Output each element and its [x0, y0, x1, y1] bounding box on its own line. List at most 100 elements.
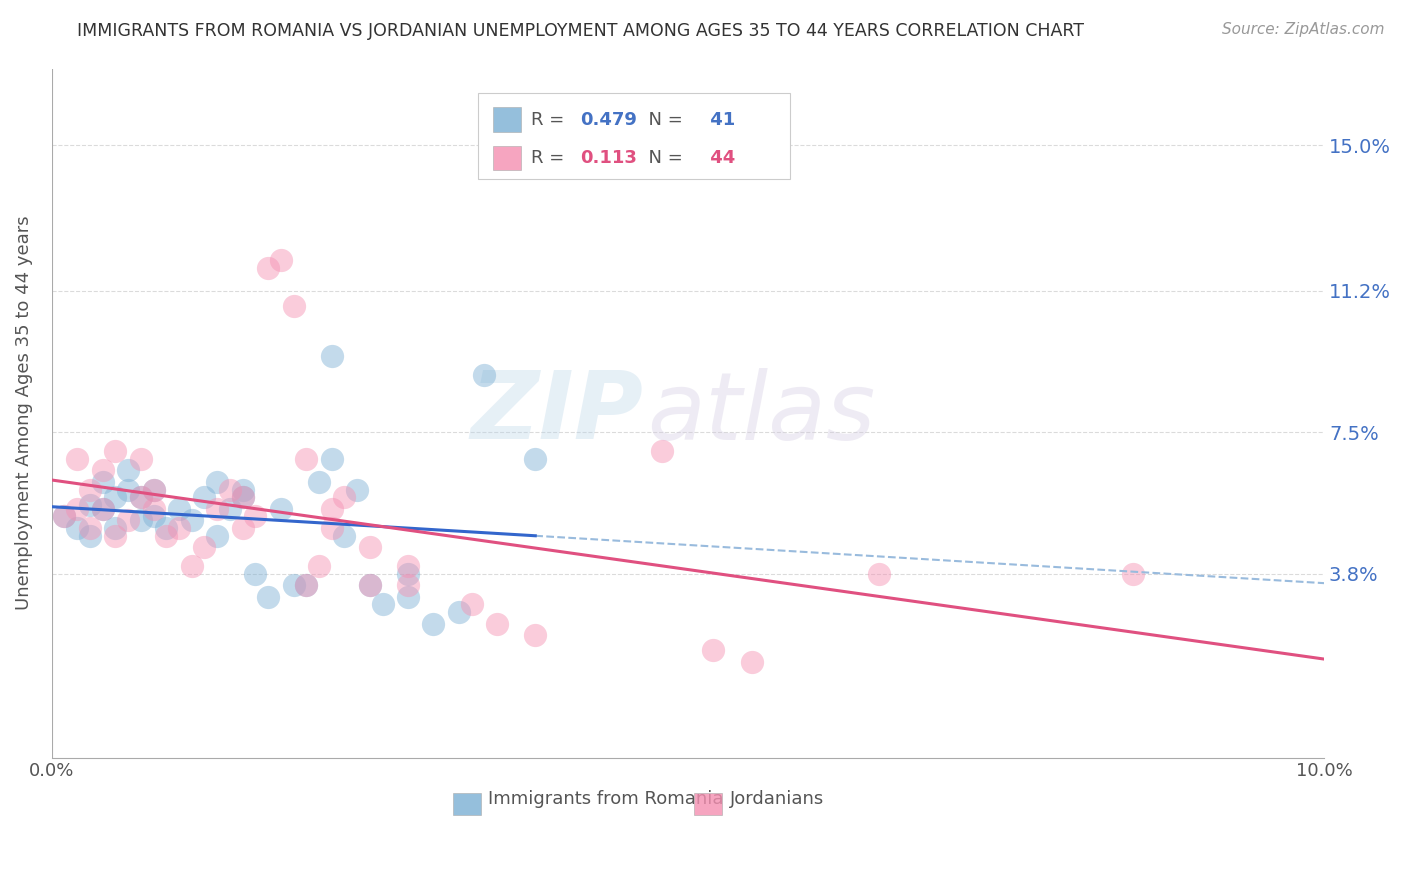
Point [193, 540, 215, 554]
Point [359, 578, 381, 592]
Point [371, 598, 394, 612]
Bar [695, 793, 723, 814]
Point [447, 605, 470, 619]
Text: Source: ZipAtlas.com: Source: ZipAtlas.com [1222, 22, 1385, 37]
Point [295, 578, 318, 592]
Point [245, 509, 267, 524]
Point [232, 521, 254, 535]
Point [359, 540, 381, 554]
Point [79, 498, 101, 512]
Point [486, 616, 509, 631]
Point [245, 566, 267, 581]
Text: Jordanians: Jordanians [730, 789, 824, 808]
Point [91, 475, 114, 489]
Text: IMMIGRANTS FROM ROMANIA VS JORDANIAN UNEMPLOYMENT AMONG AGES 35 TO 44 YEARS CORR: IMMIGRANTS FROM ROMANIA VS JORDANIAN UNE… [77, 22, 1084, 40]
Point [79, 521, 101, 535]
Point [359, 578, 381, 592]
Point [333, 490, 356, 504]
Point [295, 578, 318, 592]
Point [651, 444, 673, 458]
Point [142, 483, 165, 497]
Point [129, 490, 152, 504]
Point [180, 559, 202, 574]
Text: ZIP: ZIP [471, 367, 644, 459]
Point [53, 509, 76, 524]
Y-axis label: Unemployment Among Ages 35 to 44 years: Unemployment Among Ages 35 to 44 years [15, 216, 32, 610]
Point [117, 463, 139, 477]
Point [741, 655, 763, 669]
Point [167, 521, 190, 535]
Point [66, 452, 89, 467]
FancyBboxPatch shape [478, 93, 790, 178]
Point [270, 501, 292, 516]
Text: N =: N = [637, 149, 689, 167]
Point [104, 521, 127, 535]
Point [155, 528, 177, 542]
Point [283, 299, 305, 313]
Text: atlas: atlas [647, 368, 876, 458]
Bar [453, 793, 481, 814]
Point [257, 590, 280, 604]
Point [346, 483, 368, 497]
Point [396, 559, 419, 574]
Text: N =: N = [637, 111, 689, 128]
Point [205, 475, 228, 489]
Point [53, 509, 76, 524]
Point [283, 578, 305, 592]
Point [155, 521, 177, 535]
Point [219, 501, 242, 516]
Text: R =: R = [531, 111, 571, 128]
Point [868, 566, 890, 581]
Point [524, 628, 547, 642]
Point [129, 513, 152, 527]
Text: 0.113: 0.113 [579, 149, 637, 167]
Point [142, 509, 165, 524]
Point [321, 501, 343, 516]
Point [91, 501, 114, 516]
Point [205, 501, 228, 516]
Point [205, 528, 228, 542]
Point [396, 578, 419, 592]
Point [79, 483, 101, 497]
Point [142, 501, 165, 516]
Point [308, 559, 330, 574]
Point [91, 501, 114, 516]
Point [295, 452, 318, 467]
Point [129, 452, 152, 467]
Point [321, 452, 343, 467]
Point [308, 475, 330, 489]
Point [104, 444, 127, 458]
Point [129, 490, 152, 504]
Point [167, 501, 190, 516]
Point [422, 616, 444, 631]
Point [1122, 566, 1144, 581]
Point [321, 349, 343, 363]
Point [66, 521, 89, 535]
Point [270, 252, 292, 267]
Point [79, 528, 101, 542]
Point [91, 463, 114, 477]
Text: 44: 44 [704, 149, 735, 167]
Point [524, 452, 547, 467]
Text: Immigrants from Romania: Immigrants from Romania [488, 789, 724, 808]
Point [333, 528, 356, 542]
Point [702, 643, 724, 657]
Point [321, 521, 343, 535]
Point [232, 490, 254, 504]
Bar [494, 145, 522, 170]
Point [232, 483, 254, 497]
Point [219, 483, 242, 497]
Point [396, 590, 419, 604]
Point [396, 566, 419, 581]
Point [460, 598, 482, 612]
Text: 0.479: 0.479 [579, 111, 637, 128]
Point [104, 528, 127, 542]
Point [142, 483, 165, 497]
Point [232, 490, 254, 504]
Text: 41: 41 [704, 111, 735, 128]
Point [117, 483, 139, 497]
Bar [494, 107, 522, 132]
Point [472, 368, 495, 382]
Point [104, 490, 127, 504]
Point [180, 513, 202, 527]
